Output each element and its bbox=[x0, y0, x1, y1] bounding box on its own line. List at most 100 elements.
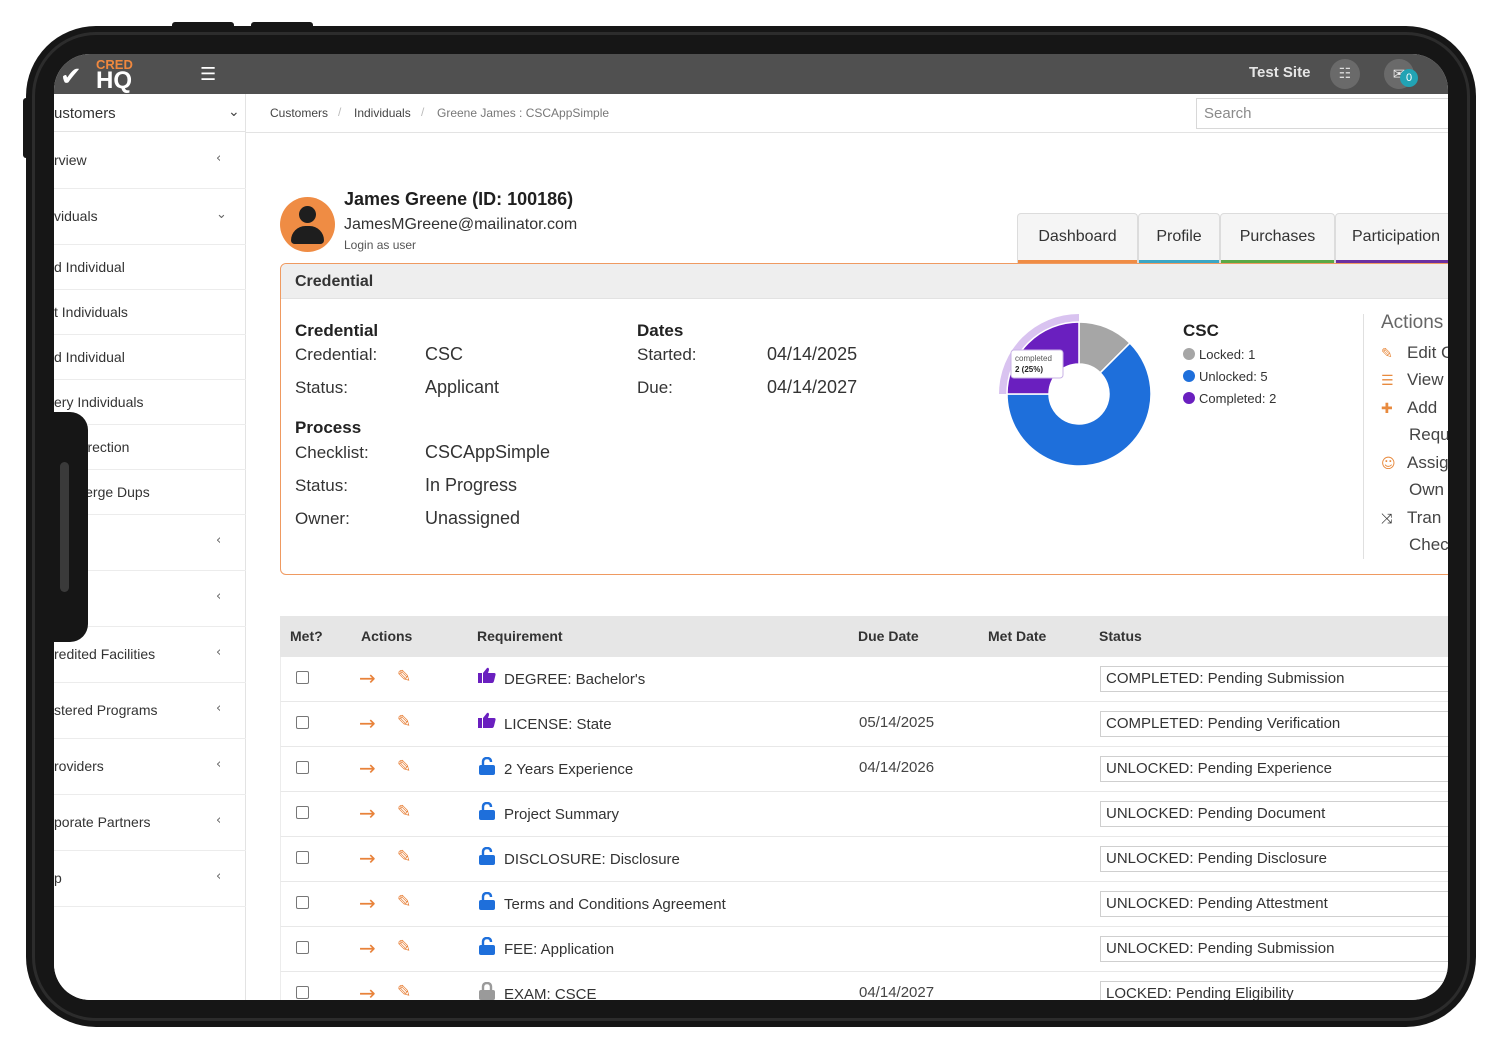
status-select[interactable]: UNLOCKED: Pending Document bbox=[1100, 801, 1448, 827]
status-donut-chart[interactable]: completed 2 (25%) bbox=[999, 312, 1169, 472]
met-checkbox[interactable] bbox=[296, 986, 309, 999]
settings-sliders-icon[interactable]: ☷ bbox=[1330, 59, 1360, 89]
tooltip-value: 2 (25%) bbox=[1015, 365, 1043, 374]
due-date: 04/14/2027 bbox=[859, 984, 935, 1000]
arrow-right-icon[interactable]: → bbox=[359, 981, 376, 1000]
met-checkbox[interactable] bbox=[296, 896, 309, 909]
pencil-icon[interactable]: ✎ bbox=[397, 982, 412, 1000]
pencil-icon[interactable]: ✎ bbox=[397, 937, 412, 957]
hamburger-menu-icon[interactable]: ☰ bbox=[200, 64, 217, 85]
table-row: → ✎ Terms and Conditions Agreement UNLOCKED… bbox=[280, 882, 1448, 927]
requirement-link[interactable]: Project Summary bbox=[504, 806, 620, 823]
action-transfer-checklist[interactable]: ⤨ Tran bbox=[1381, 508, 1442, 527]
met-checkbox[interactable] bbox=[296, 941, 309, 954]
chevron-left-icon: ‹ bbox=[216, 533, 222, 548]
arrow-right-icon[interactable]: → bbox=[359, 756, 376, 780]
sidebar-item[interactable]: roviders ‹ bbox=[54, 739, 246, 795]
action-transfer-checklist-cont[interactable]: Chec bbox=[1409, 535, 1448, 554]
pencil-icon[interactable]: ✎ bbox=[397, 847, 412, 867]
status-select[interactable]: COMPLETED: Pending Verification bbox=[1100, 711, 1448, 737]
requirement-link[interactable]: DEGREE: Bachelor's bbox=[504, 671, 646, 688]
legend-dot bbox=[1183, 392, 1195, 404]
arrow-right-icon[interactable]: → bbox=[359, 711, 376, 735]
requirement-link[interactable]: FEE: Application bbox=[504, 941, 615, 958]
sidebar-item[interactable]: ery Individuals bbox=[54, 380, 246, 425]
credhq-logo[interactable]: ✔ CRED HQ bbox=[60, 57, 133, 94]
chevron-left-icon: ‹ bbox=[216, 589, 222, 604]
breadcrumb-customers[interactable]: Customers bbox=[270, 106, 329, 120]
sidebar-item[interactable]: t Individuals bbox=[54, 290, 246, 335]
credential-value: CSC bbox=[425, 344, 464, 364]
requirement-link[interactable]: LICENSE: State bbox=[504, 716, 612, 733]
status-select[interactable]: LOCKED: Pending Eligibility bbox=[1100, 981, 1448, 1000]
sidebar-item[interactable]: rview ‹ bbox=[54, 132, 246, 189]
pencil-icon[interactable]: ✎ bbox=[397, 757, 412, 777]
sidebar-item[interactable]: porate Partners ‹ bbox=[54, 795, 246, 851]
sidebar-item[interactable]: viduals ⌄ bbox=[54, 189, 246, 245]
slice-unlocked[interactable] bbox=[1006, 342, 1152, 467]
arrow-right-icon[interactable]: → bbox=[359, 801, 376, 825]
credential-section-title: Credential bbox=[295, 321, 379, 340]
checklist-label: Checklist: bbox=[295, 443, 369, 462]
met-checkbox[interactable] bbox=[296, 716, 309, 729]
legend-locked[interactable]: Locked: 1 bbox=[1183, 347, 1255, 362]
arrow-right-icon[interactable]: → bbox=[359, 846, 376, 870]
sidebar-customers-dropdown[interactable]: ustomers ⌄ bbox=[54, 94, 246, 132]
sidebar-item[interactable]: p ‹ bbox=[54, 851, 246, 907]
action-add-requirement-cont[interactable]: Requ bbox=[1409, 425, 1448, 444]
chevron-down-icon: ⌄ bbox=[216, 207, 227, 222]
status-select[interactable]: UNLOCKED: Pending Experience bbox=[1100, 756, 1448, 782]
met-checkbox[interactable] bbox=[296, 806, 309, 819]
list-icon: ☰ bbox=[1381, 373, 1394, 389]
requirement-link[interactable]: EXAM: CSCE bbox=[504, 986, 597, 1000]
met-checkbox[interactable] bbox=[296, 671, 309, 684]
profile-email: JamesMGreene@mailinator.com bbox=[344, 216, 578, 233]
arrow-right-icon[interactable]: → bbox=[359, 666, 376, 690]
arrow-right-icon[interactable]: → bbox=[359, 891, 376, 915]
arrow-right-icon[interactable]: → bbox=[359, 936, 376, 960]
sidebar-item[interactable]: stered Programs ‹ bbox=[54, 683, 246, 739]
sidebar-item[interactable]: d Individual bbox=[54, 335, 246, 380]
login-as-user-link[interactable]: Login as user bbox=[344, 238, 417, 252]
tab-profile[interactable]: Profile bbox=[1138, 213, 1220, 263]
pencil-icon[interactable]: ✎ bbox=[397, 667, 412, 687]
sidebar-item-label: d Individual bbox=[54, 348, 125, 365]
chevron-left-icon: ‹ bbox=[216, 701, 222, 716]
legend-completed[interactable]: Completed: 2 bbox=[1183, 391, 1276, 406]
tab-purchases[interactable]: Purchases bbox=[1220, 213, 1335, 263]
sidebar-item-label: p bbox=[54, 870, 62, 886]
pencil-icon[interactable]: ✎ bbox=[397, 892, 412, 912]
device-button bbox=[172, 22, 234, 28]
status-select[interactable]: UNLOCKED: Pending Disclosure bbox=[1100, 846, 1448, 872]
tab-dashboard[interactable]: Dashboard bbox=[1017, 213, 1138, 263]
requirement-link[interactable]: 2 Years Experience bbox=[504, 761, 634, 778]
action-assign-owner[interactable]: ☺ Assig bbox=[1381, 453, 1448, 472]
action-view[interactable]: ☰ View bbox=[1381, 370, 1444, 389]
shuffle-icon: ⤨ bbox=[1381, 511, 1393, 527]
breadcrumb-separator: / bbox=[421, 105, 425, 119]
action-add-requirement[interactable]: ✚ Add bbox=[1381, 398, 1438, 417]
met-checkbox[interactable] bbox=[296, 761, 309, 774]
screen: ✔ CRED HQ ☰ Test Site ☷ ✉ 0 ustomers ⌄ r… bbox=[54, 54, 1448, 1000]
met-checkbox[interactable] bbox=[296, 851, 309, 864]
requirement-link[interactable]: DISCLOSURE: Disclosure bbox=[504, 851, 680, 868]
action-edit[interactable]: ✎ Edit C bbox=[1381, 343, 1448, 362]
legend-dot bbox=[1183, 370, 1195, 382]
breadcrumb-individuals[interactable]: Individuals bbox=[354, 106, 411, 120]
unlock-icon bbox=[478, 846, 496, 869]
search-input[interactable] bbox=[1197, 99, 1448, 128]
due-value: 04/14/2027 bbox=[767, 377, 858, 397]
sidebar-item[interactable]: redited Facilities ‹ bbox=[54, 627, 246, 683]
legend-unlocked[interactable]: Unlocked: 5 bbox=[1183, 369, 1268, 384]
action-assign-owner-cont[interactable]: Own bbox=[1409, 480, 1444, 499]
pencil-icon[interactable]: ✎ bbox=[397, 712, 412, 732]
status-select[interactable]: UNLOCKED: Pending Attestment bbox=[1100, 891, 1448, 917]
pencil-icon[interactable]: ✎ bbox=[397, 802, 412, 822]
sidebar-item[interactable]: d Individual bbox=[54, 245, 246, 290]
thumbs-up-icon bbox=[478, 667, 496, 687]
requirement-link[interactable]: Terms and Conditions Agreement bbox=[504, 896, 726, 913]
panel-header: Credential bbox=[281, 264, 1448, 299]
status-select[interactable]: COMPLETED: Pending Submission bbox=[1100, 666, 1448, 692]
tab-participation[interactable]: Participation bbox=[1335, 213, 1448, 263]
status-select[interactable]: UNLOCKED: Pending Submission bbox=[1100, 936, 1448, 962]
